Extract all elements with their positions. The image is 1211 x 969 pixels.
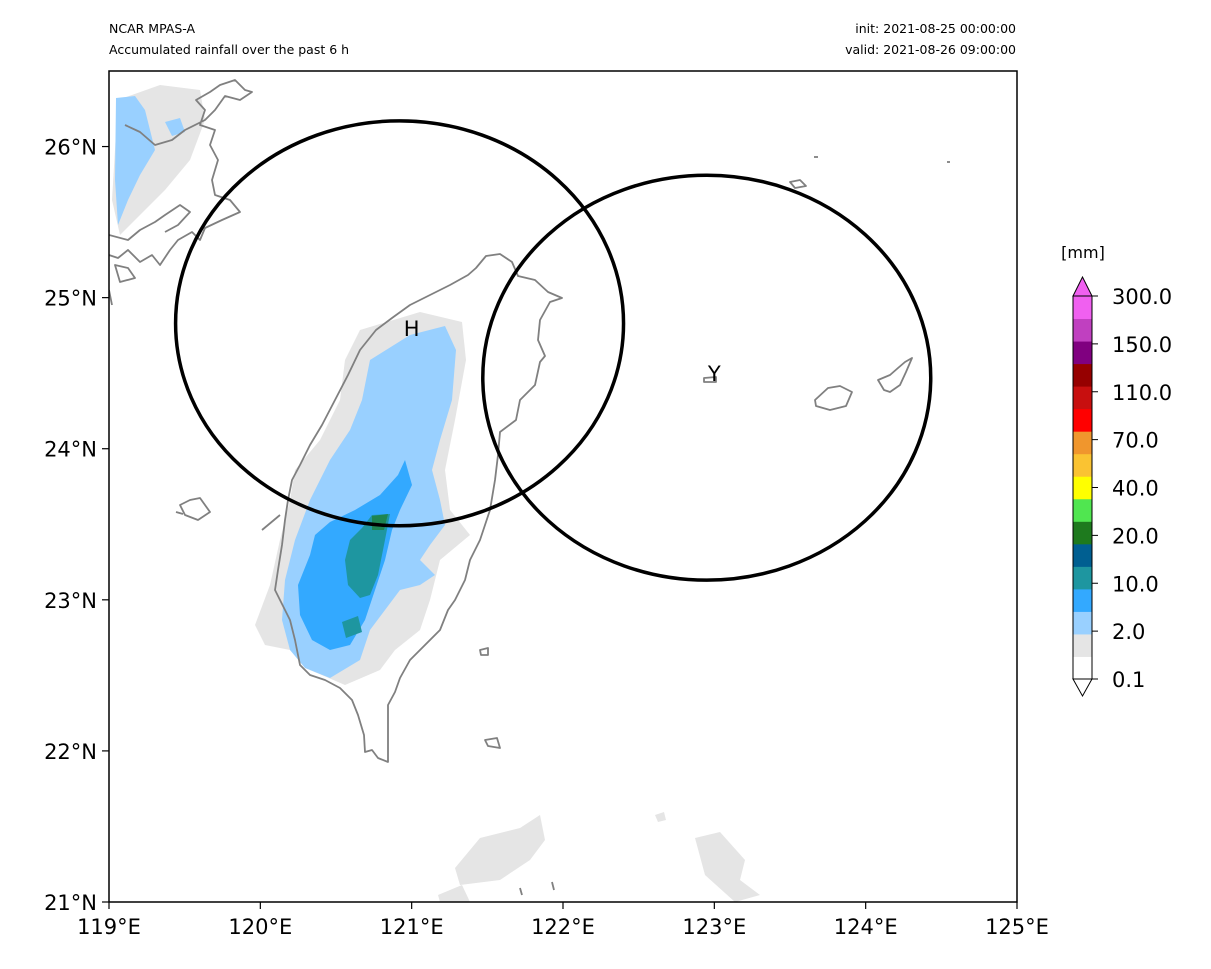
lon-tick-label: 121°E — [380, 915, 444, 939]
colorbar-tick-label: 20.0 — [1112, 524, 1159, 548]
colorbar-tick-label: 10.0 — [1112, 572, 1159, 596]
colorbar-segment — [1073, 611, 1092, 635]
colorbar-tick-label: 110.0 — [1112, 381, 1172, 405]
lon-tick-label: 125°E — [985, 915, 1049, 939]
lat-tick-label: 26°N — [44, 136, 97, 160]
colorbar-segment — [1073, 318, 1092, 342]
colorbar-segment — [1073, 476, 1092, 500]
lon-tick-label: 119°E — [77, 915, 141, 939]
colorbar-tick-label: 300.0 — [1112, 285, 1172, 309]
colorbar-segment — [1073, 498, 1092, 522]
colorbar-segment — [1073, 363, 1092, 387]
colorbar-tick-label: 0.1 — [1112, 668, 1145, 692]
colorbar-segment — [1073, 656, 1092, 680]
circle-h — [173, 119, 626, 528]
marker-label-y: Y — [707, 362, 721, 386]
lat-tick-label: 21°N — [44, 891, 97, 915]
colorbar-tick-label: 70.0 — [1112, 429, 1159, 453]
colorbar-segment — [1073, 566, 1092, 590]
lat-tick-label: 22°N — [44, 740, 97, 764]
colorbar: 0.1 2.0 10.0 20.0 40.0 70.0 110.0 150.0 300.0 — [1072, 275, 1172, 698]
lat-tick-label: 24°N — [44, 438, 97, 462]
colorbar-unit-label: [mm] — [1061, 243, 1105, 262]
longitude-axis: 119°E 120°E 121°E 122°E 123°E 124°E 125°E — [77, 902, 1049, 939]
colorbar-segment — [1073, 431, 1092, 455]
colorbar-segment — [1073, 386, 1092, 410]
colorbar-segment — [1073, 633, 1092, 657]
valid-time: valid: 2021-08-26 09:00:00 — [845, 42, 1016, 57]
colorbar-max-extension — [1072, 275, 1093, 297]
coastlines — [109, 79, 950, 896]
lon-tick-label: 124°E — [834, 915, 898, 939]
lat-tick-label: 23°N — [44, 589, 97, 613]
colorbar-tick-label: 40.0 — [1112, 477, 1159, 501]
colorbar-segment — [1073, 341, 1092, 365]
colorbar-tick-label: 150.0 — [1112, 333, 1172, 357]
lat-tick-label: 25°N — [44, 287, 97, 311]
lon-tick-label: 122°E — [531, 915, 595, 939]
marker-label-h: H — [404, 317, 420, 341]
rain-shade-10-15mm — [342, 514, 390, 638]
storm-circles: HY — [173, 119, 933, 582]
latitude-axis: 21°N 22°N 23°N 24°N 25°N 26°N — [44, 136, 109, 915]
map-title: Accumulated rainfall over the past 6 h — [109, 42, 349, 57]
lon-tick-label: 123°E — [682, 915, 746, 939]
map-panel: HY — [109, 71, 1017, 902]
colorbar-segment — [1073, 543, 1092, 567]
lon-tick-label: 120°E — [228, 915, 292, 939]
colorbar-segment — [1073, 453, 1092, 477]
colorbar-min-extension — [1072, 678, 1093, 698]
colorbar-tick-label: 2.0 — [1112, 620, 1145, 644]
init-time: init: 2021-08-25 00:00:00 — [855, 21, 1016, 36]
colorbar-segment — [1073, 296, 1092, 320]
circle-y — [481, 173, 933, 582]
colorbar-segment — [1073, 408, 1092, 432]
model-name: NCAR MPAS-A — [109, 21, 196, 36]
colorbar-segment — [1073, 588, 1092, 612]
colorbar-segment — [1073, 521, 1092, 545]
